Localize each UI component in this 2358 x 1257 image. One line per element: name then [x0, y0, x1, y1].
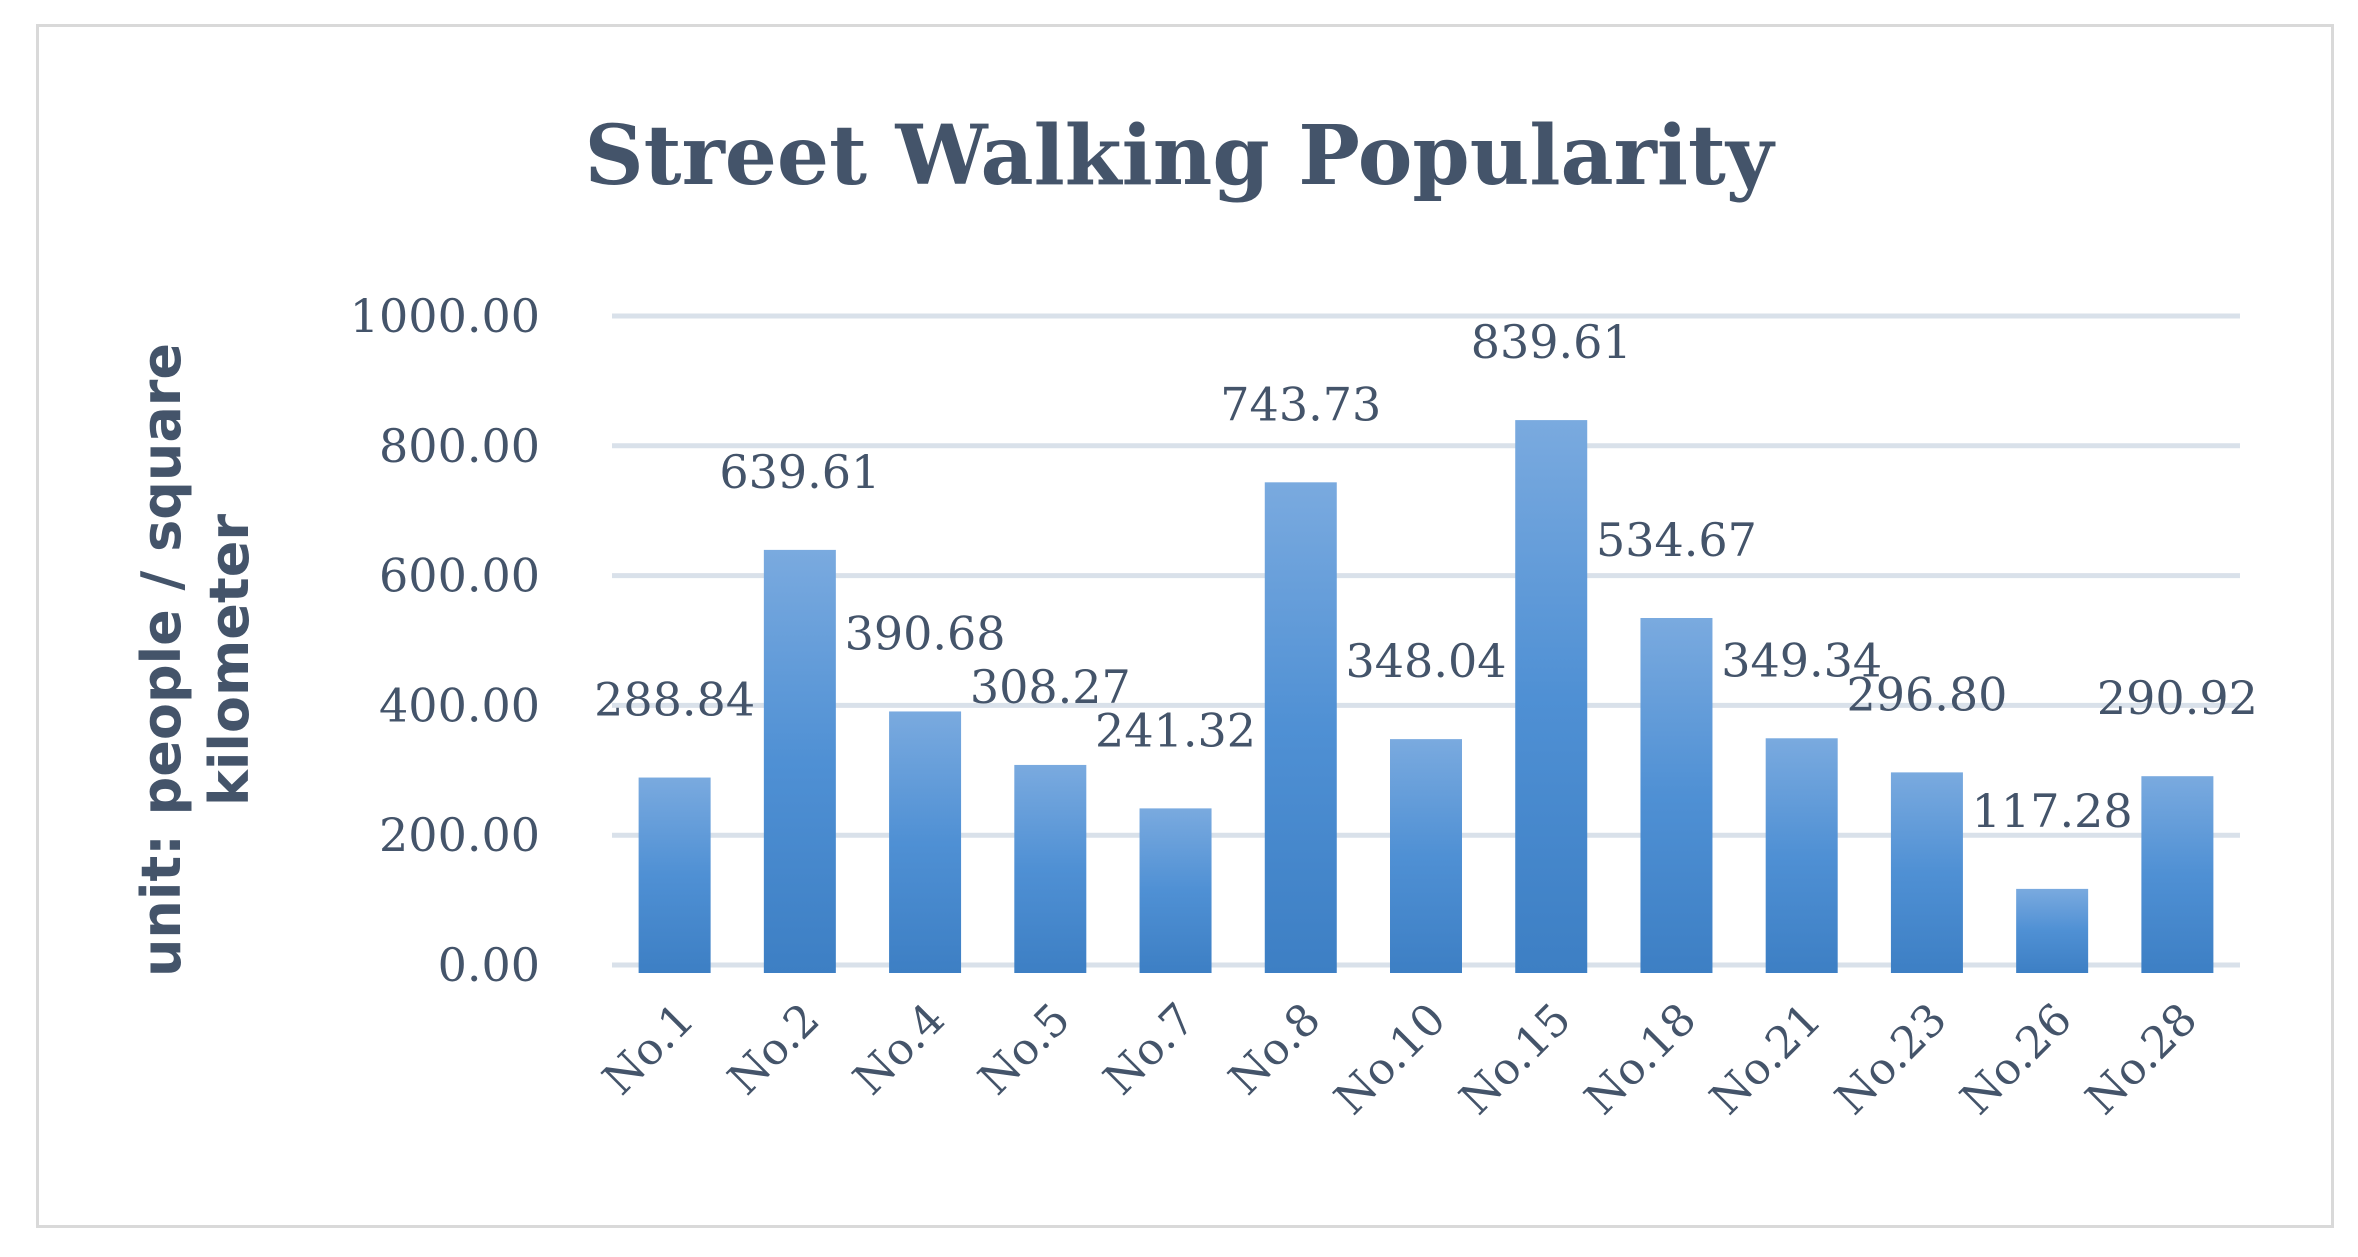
x-tick-label: No.7 [1094, 994, 1205, 1105]
data-label: 390.68 [845, 606, 1006, 660]
bar [2016, 888, 2089, 973]
chart-frame [36, 24, 2334, 1228]
data-label: 241.32 [1095, 703, 1256, 757]
data-label: 534.67 [1596, 513, 1757, 567]
data-label: 296.80 [1846, 667, 2007, 721]
x-tick-label: No.4 [844, 994, 955, 1105]
bar [889, 711, 962, 973]
bar [638, 777, 711, 973]
bar [1390, 739, 1462, 973]
data-label: 308.27 [970, 660, 1131, 714]
data-label: 349.34 [1721, 633, 1882, 687]
bar [1515, 420, 1588, 973]
bars [638, 420, 2214, 973]
bar [1139, 808, 1212, 973]
data-label: 743.73 [1220, 377, 1381, 431]
x-tick-label: No.23 [1826, 994, 1957, 1125]
x-tick-label: No.28 [2076, 994, 2207, 1125]
y-tick-label: 1000.00 [350, 289, 540, 343]
bar [1264, 482, 1337, 973]
data-label: 348.04 [1346, 634, 1507, 688]
y-tick-label: 0.00 [438, 938, 540, 992]
x-axis-categories: No.1 No.2 No.4 No.5 No.7 No.8No.10No.15No.18N… [593, 994, 2207, 1125]
bar [1890, 772, 1963, 973]
y-axis-ticks: 0.00 200.00 400.00 600.00 800.00 1000.00 [350, 289, 540, 992]
bar [1640, 617, 1713, 973]
x-tick-label: No.18 [1575, 994, 1706, 1125]
x-tick-label: No.15 [1450, 994, 1581, 1125]
y-tick-label: 800.00 [379, 419, 540, 473]
data-label: 117.28 [1972, 784, 2133, 838]
x-tick-label: No.2 [718, 994, 829, 1105]
x-tick-label: No.5 [969, 994, 1080, 1105]
chart-title: Street Walking Popularity [584, 108, 1774, 204]
x-tick-label: No.10 [1325, 994, 1456, 1125]
data-label: 288.84 [594, 673, 755, 727]
x-tick-label: No.8 [1219, 994, 1330, 1105]
data-label: 639.61 [719, 445, 880, 499]
x-tick-label: No.26 [1951, 994, 2082, 1125]
bar [763, 549, 836, 973]
data-label: 839.61 [1471, 315, 1632, 369]
y-tick-label: 400.00 [379, 678, 540, 732]
bar [2141, 776, 2214, 973]
data-label: 290.92 [2097, 671, 2258, 725]
x-tick-label: No.21 [1701, 994, 1832, 1125]
bar [1014, 764, 1087, 973]
x-tick-label: No.1 [593, 994, 704, 1105]
y-tick-label: 200.00 [379, 808, 540, 862]
bar [1765, 738, 1838, 973]
y-tick-label: 600.00 [379, 549, 540, 603]
